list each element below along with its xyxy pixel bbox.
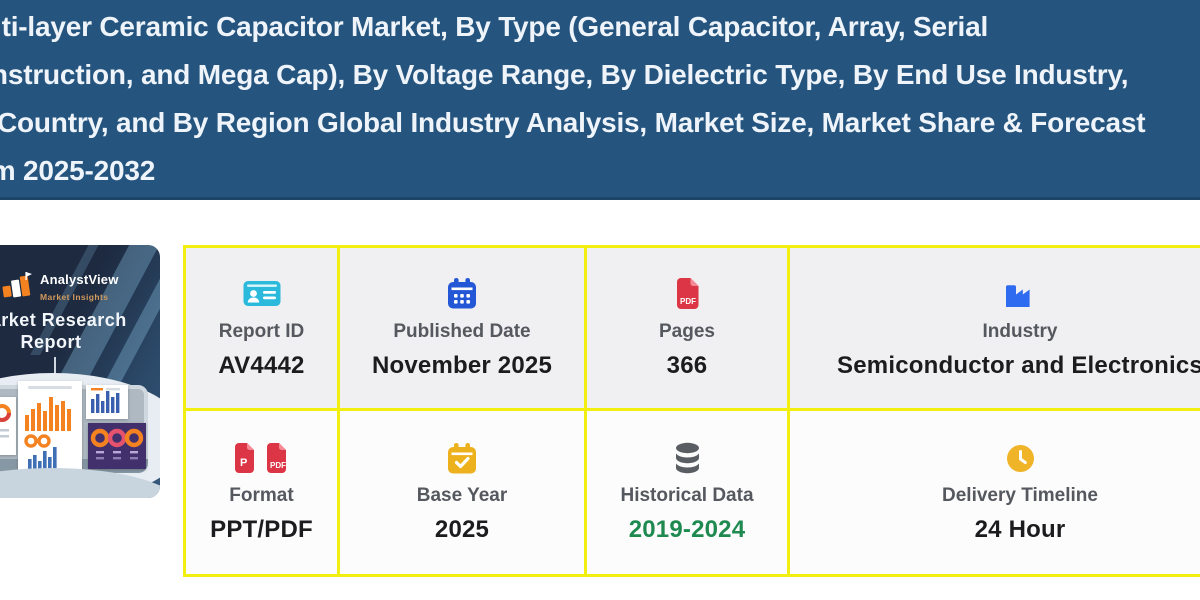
title-banner: Multi-layer Ceramic Capacitor Market, By… (0, 0, 1200, 200)
cover-connector-line (54, 357, 56, 381)
id-card-icon (243, 277, 281, 311)
svg-text:PDF: PDF (270, 461, 286, 470)
brand-name: AnalystView (40, 272, 119, 287)
historical-data-card: Historical Data 2019-2024 (587, 411, 787, 574)
report-info-grid: Report ID AV4442 Published Date November… (183, 245, 1200, 577)
svg-text:P: P (240, 457, 247, 469)
industry-card: Industry Semiconductor and Electronics (790, 248, 1200, 408)
card-value: 366 (666, 351, 708, 379)
brand-tagline: Market Insights (40, 292, 109, 302)
cover-caption-line: Market Research (0, 310, 127, 330)
card-label: Report ID (218, 320, 305, 342)
card-label: Published Date (393, 320, 531, 342)
page-title-line: By Country, and By Region Global Industr… (0, 107, 1146, 138)
card-value: PPT/PDF (210, 516, 313, 543)
page-title-line: from 2025-2032 (0, 155, 156, 186)
card-label: Historical Data (620, 485, 754, 506)
card-label: Format (229, 485, 294, 506)
format-card: P PDF Format PPT/PDF (186, 411, 337, 574)
database-icon (674, 441, 701, 475)
card-label: Delivery Timeline (942, 485, 1098, 506)
card-value: 24 Hour (974, 516, 1066, 543)
card-value: Semiconductor and Electronics (837, 351, 1200, 379)
page-title: Multi-layer Ceramic Capacitor Market, By… (0, 3, 1146, 195)
brand-text: AnalystView Market Insights (40, 271, 119, 302)
report-cover-image: AnalystView Market Insights Market Resea… (0, 245, 160, 498)
delivery-timeline-card: Delivery Timeline 24 Hour (790, 411, 1200, 574)
ppt-pdf-file-icons: P PDF (232, 441, 292, 475)
svg-text:PDF: PDF (680, 297, 696, 306)
report-id-card: Report ID AV4442 (186, 248, 337, 408)
donut-trio-card (88, 423, 146, 469)
brand-logo: AnalystView Market Insights (2, 271, 119, 306)
cover-caption-line: Report (20, 332, 82, 352)
card-value: 2019-2024 (628, 516, 746, 543)
card-value: November 2025 (371, 351, 553, 379)
factory-icon (1003, 277, 1037, 311)
calendar-icon (447, 277, 477, 311)
card-label: Industry (982, 320, 1058, 342)
pages-card: PDF Pages 366 (587, 248, 787, 408)
card-value: AV4442 (218, 351, 305, 379)
card-label: Base Year (416, 485, 508, 506)
calendar-check-icon (447, 441, 477, 475)
page-title-line: Multi-layer Ceramic Capacitor Market, By… (0, 11, 989, 42)
base-year-card: Base Year 2025 (340, 411, 584, 574)
mini-bar-chart-card (86, 385, 128, 419)
pdf-file-icon: PDF (674, 277, 701, 311)
clock-icon (1006, 441, 1035, 475)
donut-chart-card (0, 397, 16, 455)
analystview-logo-icon (2, 271, 34, 306)
published-date-card: Published Date November 2025 (340, 248, 584, 408)
page-title-line: Construction, and Mega Cap), By Voltage … (0, 59, 1129, 90)
cover-caption: Market Research Report (0, 309, 160, 353)
card-label: Pages (659, 320, 715, 342)
card-value: 2025 (434, 516, 490, 543)
bar-chart-paper (18, 381, 82, 475)
